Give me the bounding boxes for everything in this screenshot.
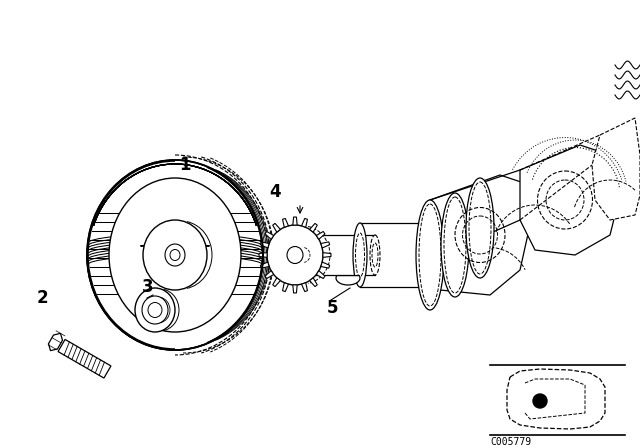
Ellipse shape [148,302,162,318]
Polygon shape [323,253,331,257]
Polygon shape [260,262,269,268]
Ellipse shape [109,178,241,332]
Ellipse shape [441,193,469,297]
Ellipse shape [170,250,180,260]
Text: 2: 2 [36,289,48,307]
Text: 3: 3 [142,278,154,296]
Text: 4: 4 [269,183,281,201]
Polygon shape [259,253,267,257]
Polygon shape [316,271,325,279]
Ellipse shape [267,225,323,285]
Ellipse shape [142,296,168,324]
Polygon shape [282,283,289,292]
Polygon shape [273,224,280,232]
Polygon shape [58,340,111,378]
Polygon shape [430,175,530,295]
Polygon shape [265,271,274,279]
Circle shape [533,394,547,408]
Text: 5: 5 [327,299,339,317]
Polygon shape [507,369,605,429]
Ellipse shape [165,244,185,266]
Ellipse shape [353,223,367,287]
Polygon shape [301,283,307,292]
Text: C005779: C005779 [490,437,531,447]
Polygon shape [321,262,330,268]
Polygon shape [265,232,274,239]
Ellipse shape [143,220,207,290]
Polygon shape [293,285,297,293]
Ellipse shape [135,288,175,332]
Polygon shape [310,224,317,232]
Polygon shape [310,278,317,287]
Ellipse shape [287,246,303,263]
Polygon shape [520,145,620,255]
Ellipse shape [416,200,444,310]
Ellipse shape [466,178,494,278]
Polygon shape [293,217,297,225]
Polygon shape [316,232,325,239]
Polygon shape [592,118,640,220]
Polygon shape [273,278,280,287]
Polygon shape [321,242,330,248]
Text: 1: 1 [179,156,191,174]
Polygon shape [260,242,269,248]
Ellipse shape [370,235,380,275]
Polygon shape [301,219,307,227]
Polygon shape [336,276,360,285]
Polygon shape [282,219,289,227]
Polygon shape [49,333,63,351]
Ellipse shape [87,160,263,350]
